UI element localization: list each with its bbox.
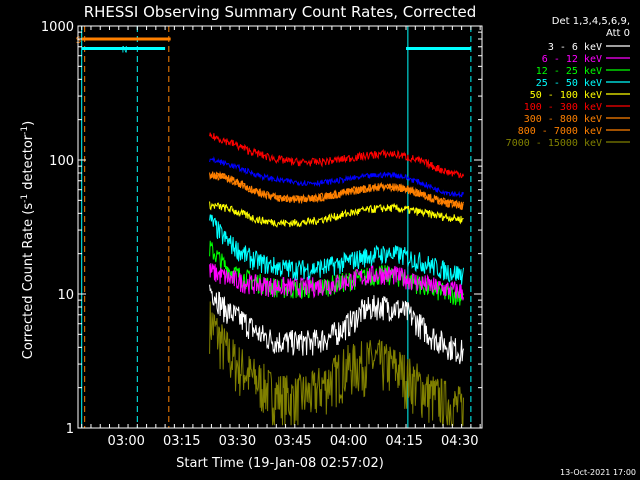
x-tick-label: 03:30 <box>219 434 256 449</box>
series-0-line <box>209 284 464 365</box>
axes-frame <box>77 25 483 429</box>
x-tick-label: 04:00 <box>330 434 367 449</box>
y-tick-label: 1000 <box>41 20 74 35</box>
legend-entry-label: 3 - 6 keV <box>548 42 602 53</box>
x-tick-label: 04:30 <box>441 434 478 449</box>
legend-header: Det 1,3,4,5,6,9, <box>552 16 630 27</box>
footer-date: 13-Oct-2021 17:00 <box>560 468 636 477</box>
series-3-line <box>209 214 464 285</box>
series-6-line <box>209 171 464 210</box>
x-tick-label: 03:45 <box>274 434 311 449</box>
legend-entry-label: 25 - 50 keV <box>536 78 602 89</box>
n-flag-label: N <box>122 45 127 55</box>
plot-area: SN <box>76 26 472 428</box>
legend-entry-label: 12 - 25 keV <box>536 66 602 77</box>
y-tick-label: 100 <box>49 154 74 169</box>
y-axis-label: Corrected Count Rate (s-1 detector-1) <box>20 121 36 359</box>
series-5-line <box>209 132 464 179</box>
legend-entry-label: 100 - 300 keV <box>524 102 602 113</box>
x-tick-label: 03:15 <box>163 434 200 449</box>
legend-entry-label: 7000 - 15000 keV <box>506 138 602 149</box>
legend-entry-label: 800 - 7000 keV <box>518 126 602 137</box>
series-8-line <box>209 301 464 426</box>
series-4-line <box>209 201 464 228</box>
y-tick-label: 10 <box>57 288 74 303</box>
legend-entry-label: 6 - 12 keV <box>542 54 602 65</box>
x-axis-label: Start Time (19-Jan-08 02:57:02) <box>176 456 384 471</box>
legend-header: Att 0 <box>606 28 630 39</box>
legend-entry-label: 300 - 800 keV <box>524 114 602 125</box>
series-blue-line <box>209 155 464 198</box>
y-tick-label: 1 <box>66 422 74 437</box>
chart-title: RHESSI Observing Summary Count Rates, Co… <box>84 3 477 21</box>
x-tick-label: 04:15 <box>385 434 422 449</box>
legend-entry-label: 50 - 100 keV <box>530 90 602 101</box>
x-tick-label: 03:00 <box>107 434 144 449</box>
series-1-line <box>209 263 464 301</box>
axes: 1 10 100 1000 03:00 03:15 03:30 03:45 04:00 04:15… <box>41 20 483 449</box>
